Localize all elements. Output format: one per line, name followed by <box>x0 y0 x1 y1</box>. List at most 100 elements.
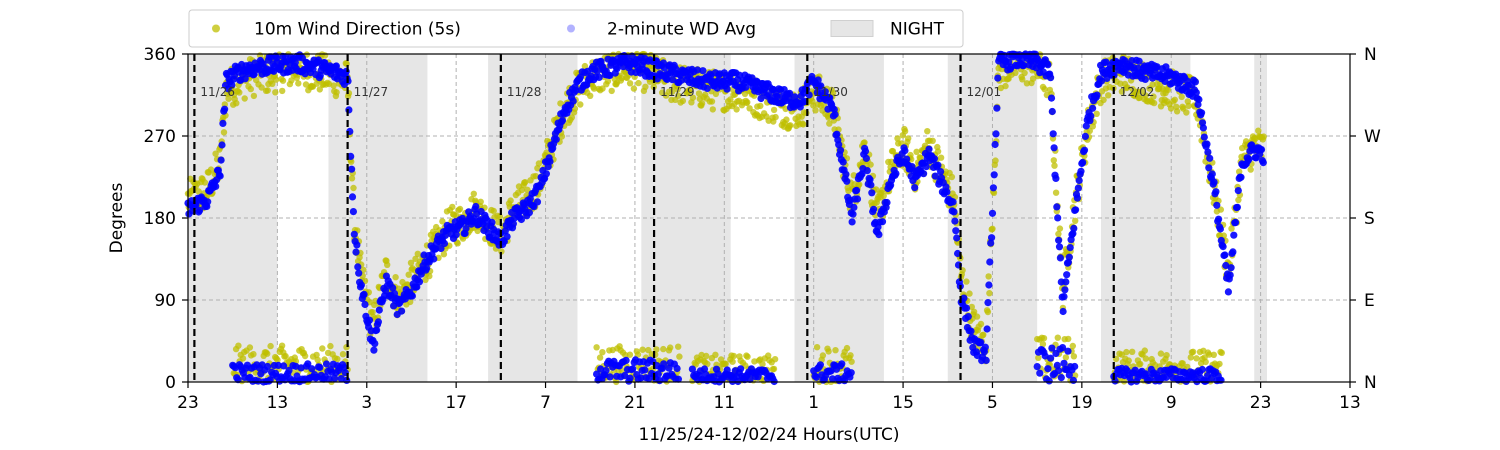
data-point <box>929 137 936 144</box>
data-point <box>951 217 959 225</box>
data-point <box>1055 367 1063 375</box>
right-axis-ticks: N E S W N <box>1350 45 1381 393</box>
data-point <box>1063 271 1071 279</box>
data-point <box>1020 61 1028 69</box>
data-point <box>1215 215 1223 223</box>
data-point <box>280 362 288 370</box>
data-point <box>454 240 461 247</box>
data-point <box>867 181 875 189</box>
data-point <box>765 91 773 99</box>
data-point <box>863 167 871 175</box>
data-point <box>452 231 460 239</box>
x-tick-label: 23 <box>177 393 199 413</box>
data-point <box>973 313 981 320</box>
data-point <box>1052 174 1060 182</box>
data-point <box>842 170 850 178</box>
data-point <box>1062 354 1070 361</box>
data-point <box>849 210 857 218</box>
data-point <box>1120 378 1128 385</box>
data-point <box>375 306 383 314</box>
data-point <box>988 209 997 217</box>
data-point <box>733 106 740 113</box>
data-point <box>543 149 550 156</box>
data-point <box>535 160 543 167</box>
data-point <box>880 192 887 200</box>
data-point <box>542 170 551 178</box>
day-marker-label: 11/26 <box>200 85 235 99</box>
data-point <box>221 105 229 113</box>
y-tick-label: 90 <box>154 291 176 311</box>
data-point <box>350 230 358 238</box>
data-point <box>986 290 993 297</box>
data-point <box>981 343 989 351</box>
data-point <box>201 179 209 186</box>
x-tick-label: 3 <box>361 393 372 413</box>
data-point <box>689 94 697 101</box>
y-axis-title: Degrees <box>107 182 127 253</box>
data-point <box>337 375 345 383</box>
data-point <box>1075 176 1083 185</box>
data-point <box>980 331 987 338</box>
data-point <box>770 106 778 114</box>
data-point <box>967 327 975 335</box>
data-point <box>1072 217 1079 224</box>
data-point <box>954 249 962 258</box>
data-point <box>989 225 996 232</box>
data-point <box>772 113 779 121</box>
data-point <box>901 147 909 155</box>
data-point <box>757 102 764 110</box>
data-point <box>993 104 1001 112</box>
data-point <box>853 186 861 194</box>
data-point <box>462 224 470 233</box>
data-point <box>1228 225 1235 232</box>
data-point <box>622 53 630 61</box>
data-point <box>1234 187 1242 195</box>
data-point <box>924 128 931 135</box>
data-point <box>407 298 414 306</box>
data-point <box>347 152 355 160</box>
data-point <box>247 85 254 93</box>
data-point <box>239 355 247 362</box>
data-point <box>1210 178 1218 186</box>
data-point <box>1002 82 1009 90</box>
data-point <box>1117 80 1124 87</box>
data-point <box>652 351 659 358</box>
data-point <box>1141 75 1149 83</box>
data-point <box>1050 144 1058 152</box>
data-point <box>665 364 673 372</box>
data-point <box>1157 350 1165 357</box>
day-marker-label: 11/29 <box>660 85 695 99</box>
data-point <box>322 360 331 368</box>
data-point <box>1206 154 1214 162</box>
data-point <box>217 156 225 164</box>
data-point <box>746 375 754 383</box>
x-tick-label: 7 <box>540 393 551 413</box>
data-point <box>1093 110 1100 118</box>
data-point <box>449 203 456 211</box>
data-point <box>931 172 939 180</box>
data-point <box>878 218 887 226</box>
data-point <box>856 181 863 188</box>
data-point <box>264 350 271 357</box>
data-point <box>723 366 731 374</box>
data-point <box>826 120 833 127</box>
data-point <box>744 353 751 360</box>
data-point <box>712 351 719 358</box>
data-point <box>470 190 477 197</box>
data-point <box>693 66 702 74</box>
data-point <box>204 198 212 206</box>
data-point <box>1226 271 1234 279</box>
data-point <box>994 74 1002 82</box>
data-point <box>948 173 956 181</box>
data-point <box>361 300 369 309</box>
data-point <box>675 343 682 350</box>
data-point <box>295 80 302 87</box>
data-point <box>1208 170 1216 178</box>
data-point <box>675 92 682 99</box>
data-point <box>288 77 295 84</box>
data-point <box>848 218 856 226</box>
data-point <box>398 307 406 315</box>
data-point <box>1218 349 1226 357</box>
data-point <box>369 309 376 316</box>
data-point <box>568 114 575 121</box>
